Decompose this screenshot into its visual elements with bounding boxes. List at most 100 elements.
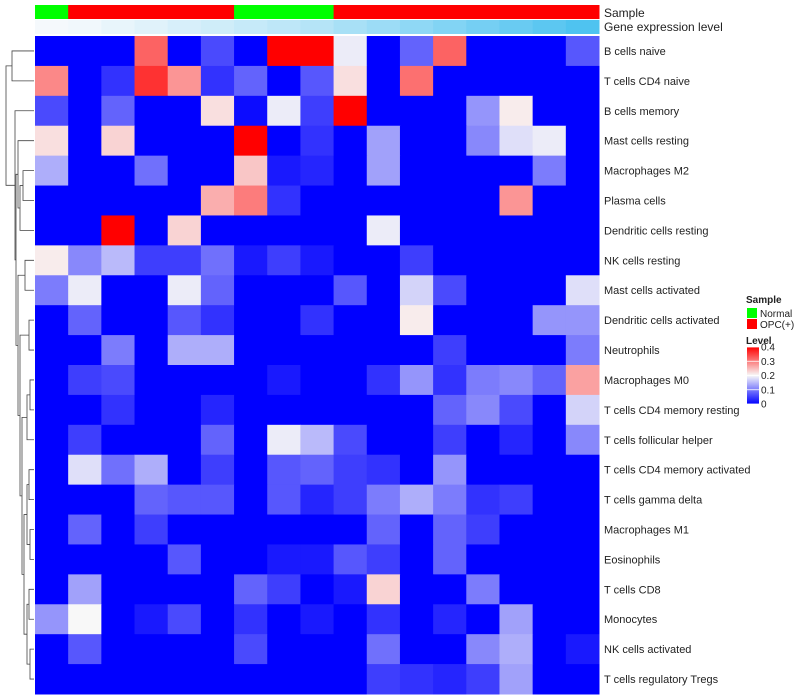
heatmap-cell: [499, 634, 534, 665]
sample-annotation-cell: [333, 5, 368, 19]
heatmap-cell: [399, 454, 434, 486]
heatmap-cell: [101, 275, 136, 306]
heatmap-cell: [433, 155, 467, 187]
dendrogram-branch: [29, 648, 34, 680]
heatmap-cell: [433, 365, 467, 396]
heatmap-cell: [101, 365, 136, 396]
dendrogram-branch: [28, 319, 34, 351]
heatmap-cell: [134, 514, 169, 545]
heatmap-cell: [399, 305, 434, 336]
heatmap-cell: [101, 185, 136, 216]
heatmap-cell: [499, 155, 534, 187]
row-label: T cells regulatory Tregs: [604, 674, 719, 686]
expression-annotation-cell: [532, 20, 567, 34]
heatmap-cell: [333, 574, 368, 605]
heatmap-cell: [134, 664, 169, 695]
heatmap-cell: [267, 574, 301, 605]
expression-annotation-cell: [101, 20, 136, 34]
heatmap-cell: [433, 544, 467, 575]
heatmap-cell: [234, 275, 268, 306]
heatmap-cell: [101, 394, 136, 426]
heatmap-cell: [101, 125, 136, 157]
heatmap-cell: [532, 335, 567, 366]
heatmap-cell: [35, 365, 69, 396]
heatmap-cell: [101, 36, 136, 67]
heatmap-cell: [234, 454, 268, 486]
heatmap-cell: [167, 215, 202, 246]
legend-swatch: [747, 308, 757, 318]
heatmap-cell: [565, 36, 600, 67]
heatmap-cell: [167, 484, 202, 516]
heatmap-cell: [366, 185, 401, 216]
heatmap-cell: [499, 95, 534, 127]
heatmap-cell: [333, 365, 368, 396]
heatmap-cell: [565, 65, 600, 97]
heatmap-cell: [499, 574, 534, 605]
heatmap-cell: [499, 424, 534, 456]
heatmap-cell: [68, 335, 102, 366]
heatmap-cell: [300, 634, 335, 665]
heatmap-cell: [565, 484, 600, 516]
heatmap-cell: [68, 36, 102, 67]
heatmap-cell: [200, 155, 235, 187]
heatmap-cell: [466, 305, 500, 336]
heatmap-cell: [565, 125, 600, 157]
expression-annotation-cell: [366, 20, 401, 34]
heatmap-cell: [532, 664, 567, 695]
heatmap-cell: [433, 514, 467, 545]
dendrogram-branch: [19, 185, 34, 231]
row-label: Dendritic cells resting: [604, 225, 709, 237]
heatmap-cell: [68, 65, 102, 97]
heatmap-cell: [565, 634, 600, 665]
row-label: Neutrophils: [604, 345, 660, 357]
dendrogram-branch: [26, 603, 30, 665]
heatmap-cell: [200, 365, 235, 396]
heatmap-cell: [68, 185, 102, 216]
expression-annotation-cell: [134, 20, 169, 34]
heatmap-cell: [134, 394, 169, 426]
heatmap-cell: [532, 305, 567, 336]
heatmap-cell: [399, 664, 434, 695]
heatmap-cell: [68, 245, 102, 276]
heatmap-cell: [300, 484, 335, 516]
expression-annotation-cell: [267, 20, 301, 34]
heatmap-cell: [499, 454, 534, 486]
heatmap-cell: [300, 245, 335, 276]
heatmap-cell: [433, 394, 467, 426]
row-label: Macrophages M1: [604, 525, 689, 537]
heatmap-cell: [300, 394, 335, 426]
heatmap-cell: [399, 484, 434, 516]
heatmap-cell: [333, 424, 368, 456]
heatmap-cell: [532, 275, 567, 306]
heatmap-cell: [234, 245, 268, 276]
heatmap-cell: [68, 544, 102, 575]
row-label: Dendritic cells activated: [604, 315, 720, 327]
heatmap-cell: [35, 305, 69, 336]
heatmap-cell: [101, 424, 136, 456]
heatmap-cell: [200, 215, 235, 246]
heatmap-cell: [134, 335, 169, 366]
heatmap-cell: [399, 245, 434, 276]
heatmap-cell: [466, 454, 500, 486]
heatmap-cell: [532, 634, 567, 665]
heatmap-cell: [399, 574, 434, 605]
heatmap-cell: [267, 245, 301, 276]
heatmap-cell: [466, 574, 500, 605]
heatmap-cell: [565, 335, 600, 366]
heatmap-cell: [565, 514, 600, 545]
heatmap-cell: [433, 484, 467, 516]
heatmap-cell: [565, 155, 600, 187]
heatmap-cell: [267, 125, 301, 157]
heatmap-cell: [134, 424, 169, 456]
heatmap-cell: [466, 275, 500, 306]
heatmap-cell: [565, 185, 600, 216]
heatmap-cell: [35, 574, 69, 605]
row-label: B cells memory: [604, 106, 680, 118]
heatmap-cell: [167, 305, 202, 336]
heatmap-cell: [200, 544, 235, 575]
heatmap-cell: [399, 335, 434, 366]
heatmap-cell: [200, 95, 235, 127]
heatmap-cell: [167, 275, 202, 306]
heatmap-cell: [35, 335, 69, 366]
